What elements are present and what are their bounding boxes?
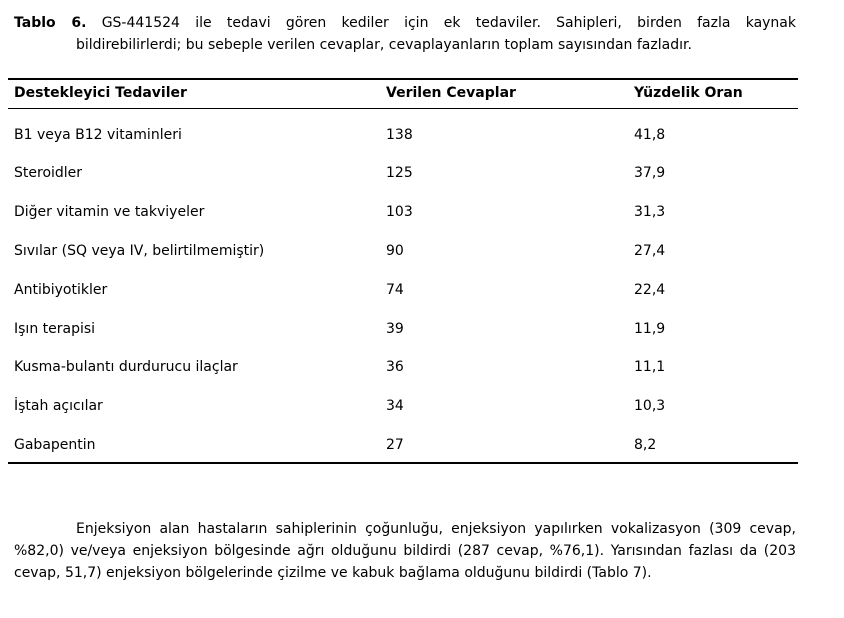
treatment-cell: B1 veya B12 vitaminleri xyxy=(14,127,182,143)
percentage-cell: 8,2 xyxy=(634,437,657,453)
responses-cell: 125 xyxy=(386,165,413,181)
table-row: Gabapentin 27 8,2 xyxy=(8,428,798,467)
header-supportive-treatments: Destekleyici Tedaviler xyxy=(14,85,187,101)
responses-cell: 90 xyxy=(386,243,404,259)
treatment-cell: Işın terapisi xyxy=(14,321,96,337)
treatment-cell: Kusma-bulantı durdurucu ilaçlar xyxy=(14,359,238,375)
body-paragraph: Enjeksiyon alan hastaların sahiplerinin … xyxy=(14,521,796,581)
percentage-cell: 37,9 xyxy=(634,165,666,181)
treatment-cell: Gabapentin xyxy=(14,437,96,453)
responses-cell: 39 xyxy=(386,321,404,337)
table-row: B1 veya B12 vitaminleri 138 41,8 xyxy=(8,118,798,157)
table-header: Destekleyici Tedaviler Verilen Cevaplar … xyxy=(8,78,798,109)
caption-line-1: Tablo 6. GS-441524 ile tedavi gören kedi… xyxy=(14,12,796,34)
caption-label: Tablo 6. xyxy=(14,15,87,31)
responses-cell: 27 xyxy=(386,437,404,453)
percentage-cell: 11,9 xyxy=(634,321,666,337)
table-body: B1 veya B12 vitaminleri 138 41,8 Steroid… xyxy=(8,118,798,464)
percentage-cell: 27,4 xyxy=(634,243,666,259)
percentage-cell: 41,8 xyxy=(634,127,666,143)
caption-line-2: bildirebilirlerdi; bu sebeple verilen ce… xyxy=(76,37,692,53)
table-row: Işın terapisi 39 11,9 xyxy=(8,312,798,351)
responses-cell: 36 xyxy=(386,359,404,375)
table-row: Antibiyotikler 74 22,4 xyxy=(8,273,798,312)
treatment-cell: Diğer vitamin ve takviyeler xyxy=(14,204,205,220)
treatment-cell: Antibiyotikler xyxy=(14,282,108,298)
table-caption: Tablo 6. GS-441524 ile tedavi gören kedi… xyxy=(14,12,796,56)
percentage-cell: 22,4 xyxy=(634,282,666,298)
caption-text-1: GS-441524 ile tedavi gören kediler için … xyxy=(101,15,796,31)
percentage-cell: 10,3 xyxy=(634,398,666,414)
responses-cell: 138 xyxy=(386,127,413,143)
header-responses: Verilen Cevaplar xyxy=(386,85,516,101)
table-row: Sıvılar (SQ veya IV, belirtilmemiştir) 9… xyxy=(8,234,798,273)
table-row: İştah açıcılar 34 10,3 xyxy=(8,389,798,428)
table-row: Steroidler 125 37,9 xyxy=(8,156,798,195)
table-row: Kusma-bulantı durdurucu ilaçlar 36 11,1 xyxy=(8,350,798,389)
treatment-cell: İştah açıcılar xyxy=(14,398,103,414)
header-percentage: Yüzdelik Oran xyxy=(634,85,743,101)
responses-cell: 74 xyxy=(386,282,404,298)
responses-cell: 103 xyxy=(386,204,413,220)
treatment-cell: Steroidler xyxy=(14,165,83,181)
treatment-cell: Sıvılar (SQ veya IV, belirtilmemiştir) xyxy=(14,243,265,259)
responses-cell: 34 xyxy=(386,398,404,414)
percentage-cell: 11,1 xyxy=(634,359,666,375)
table-row: Diğer vitamin ve takviyeler 103 31,3 xyxy=(8,195,798,234)
percentage-cell: 31,3 xyxy=(634,204,666,220)
